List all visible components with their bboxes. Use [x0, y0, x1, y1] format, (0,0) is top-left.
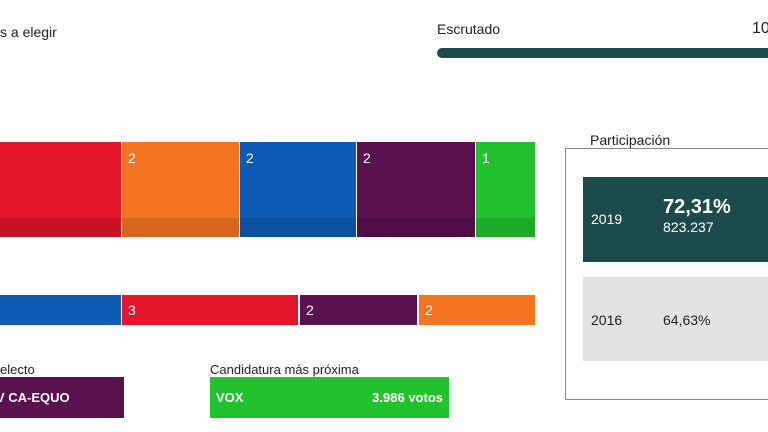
elected-name: V CA-EQUO [0, 390, 70, 405]
seat-count: 2 [246, 150, 254, 166]
seat-block [0, 295, 121, 325]
scrutiny-label: Escrutado [437, 21, 501, 37]
seat-count: 2 [128, 150, 136, 166]
year: 2016 [591, 312, 623, 328]
seat-block: 2 [357, 142, 475, 237]
scrutiny-value: 10 [752, 20, 768, 37]
seat-count: 2 [306, 302, 314, 318]
seat-block: 1 [476, 142, 535, 237]
seat-count: 3 [128, 302, 136, 318]
year: 2019 [591, 211, 623, 227]
seat-count: 2 [363, 150, 371, 166]
seat-block: 2 [240, 142, 356, 237]
votes: 823.237 [663, 219, 714, 235]
closest-box: VOX 3.986 votos [210, 377, 449, 418]
seat-block: 2 [122, 142, 239, 237]
percent: 64,63% [663, 312, 711, 328]
closest-label: Candidatura más próxima [210, 362, 359, 377]
seats-label: s a elegir [0, 24, 57, 40]
seat-block [0, 142, 121, 237]
progress-bar [437, 48, 768, 58]
participation-2016: 2016 64,63% [583, 277, 768, 361]
participation-2019: 2019 72,31% 823.237 [583, 177, 768, 262]
participation-frame [565, 148, 768, 400]
seat-block: 2 [419, 295, 535, 325]
percent: 72,31% [663, 196, 731, 218]
seat-block: 3 [122, 295, 298, 325]
closest-name: VOX [216, 390, 244, 405]
elected-box: V CA-EQUO [0, 377, 124, 418]
participation-title: Participación [584, 132, 677, 148]
elected-label: electo [0, 362, 35, 377]
seat-count: 1 [482, 150, 490, 166]
seat-count: 2 [425, 302, 433, 318]
seat-block: 2 [300, 295, 417, 325]
closest-votes: 3.986 votos [372, 390, 443, 405]
